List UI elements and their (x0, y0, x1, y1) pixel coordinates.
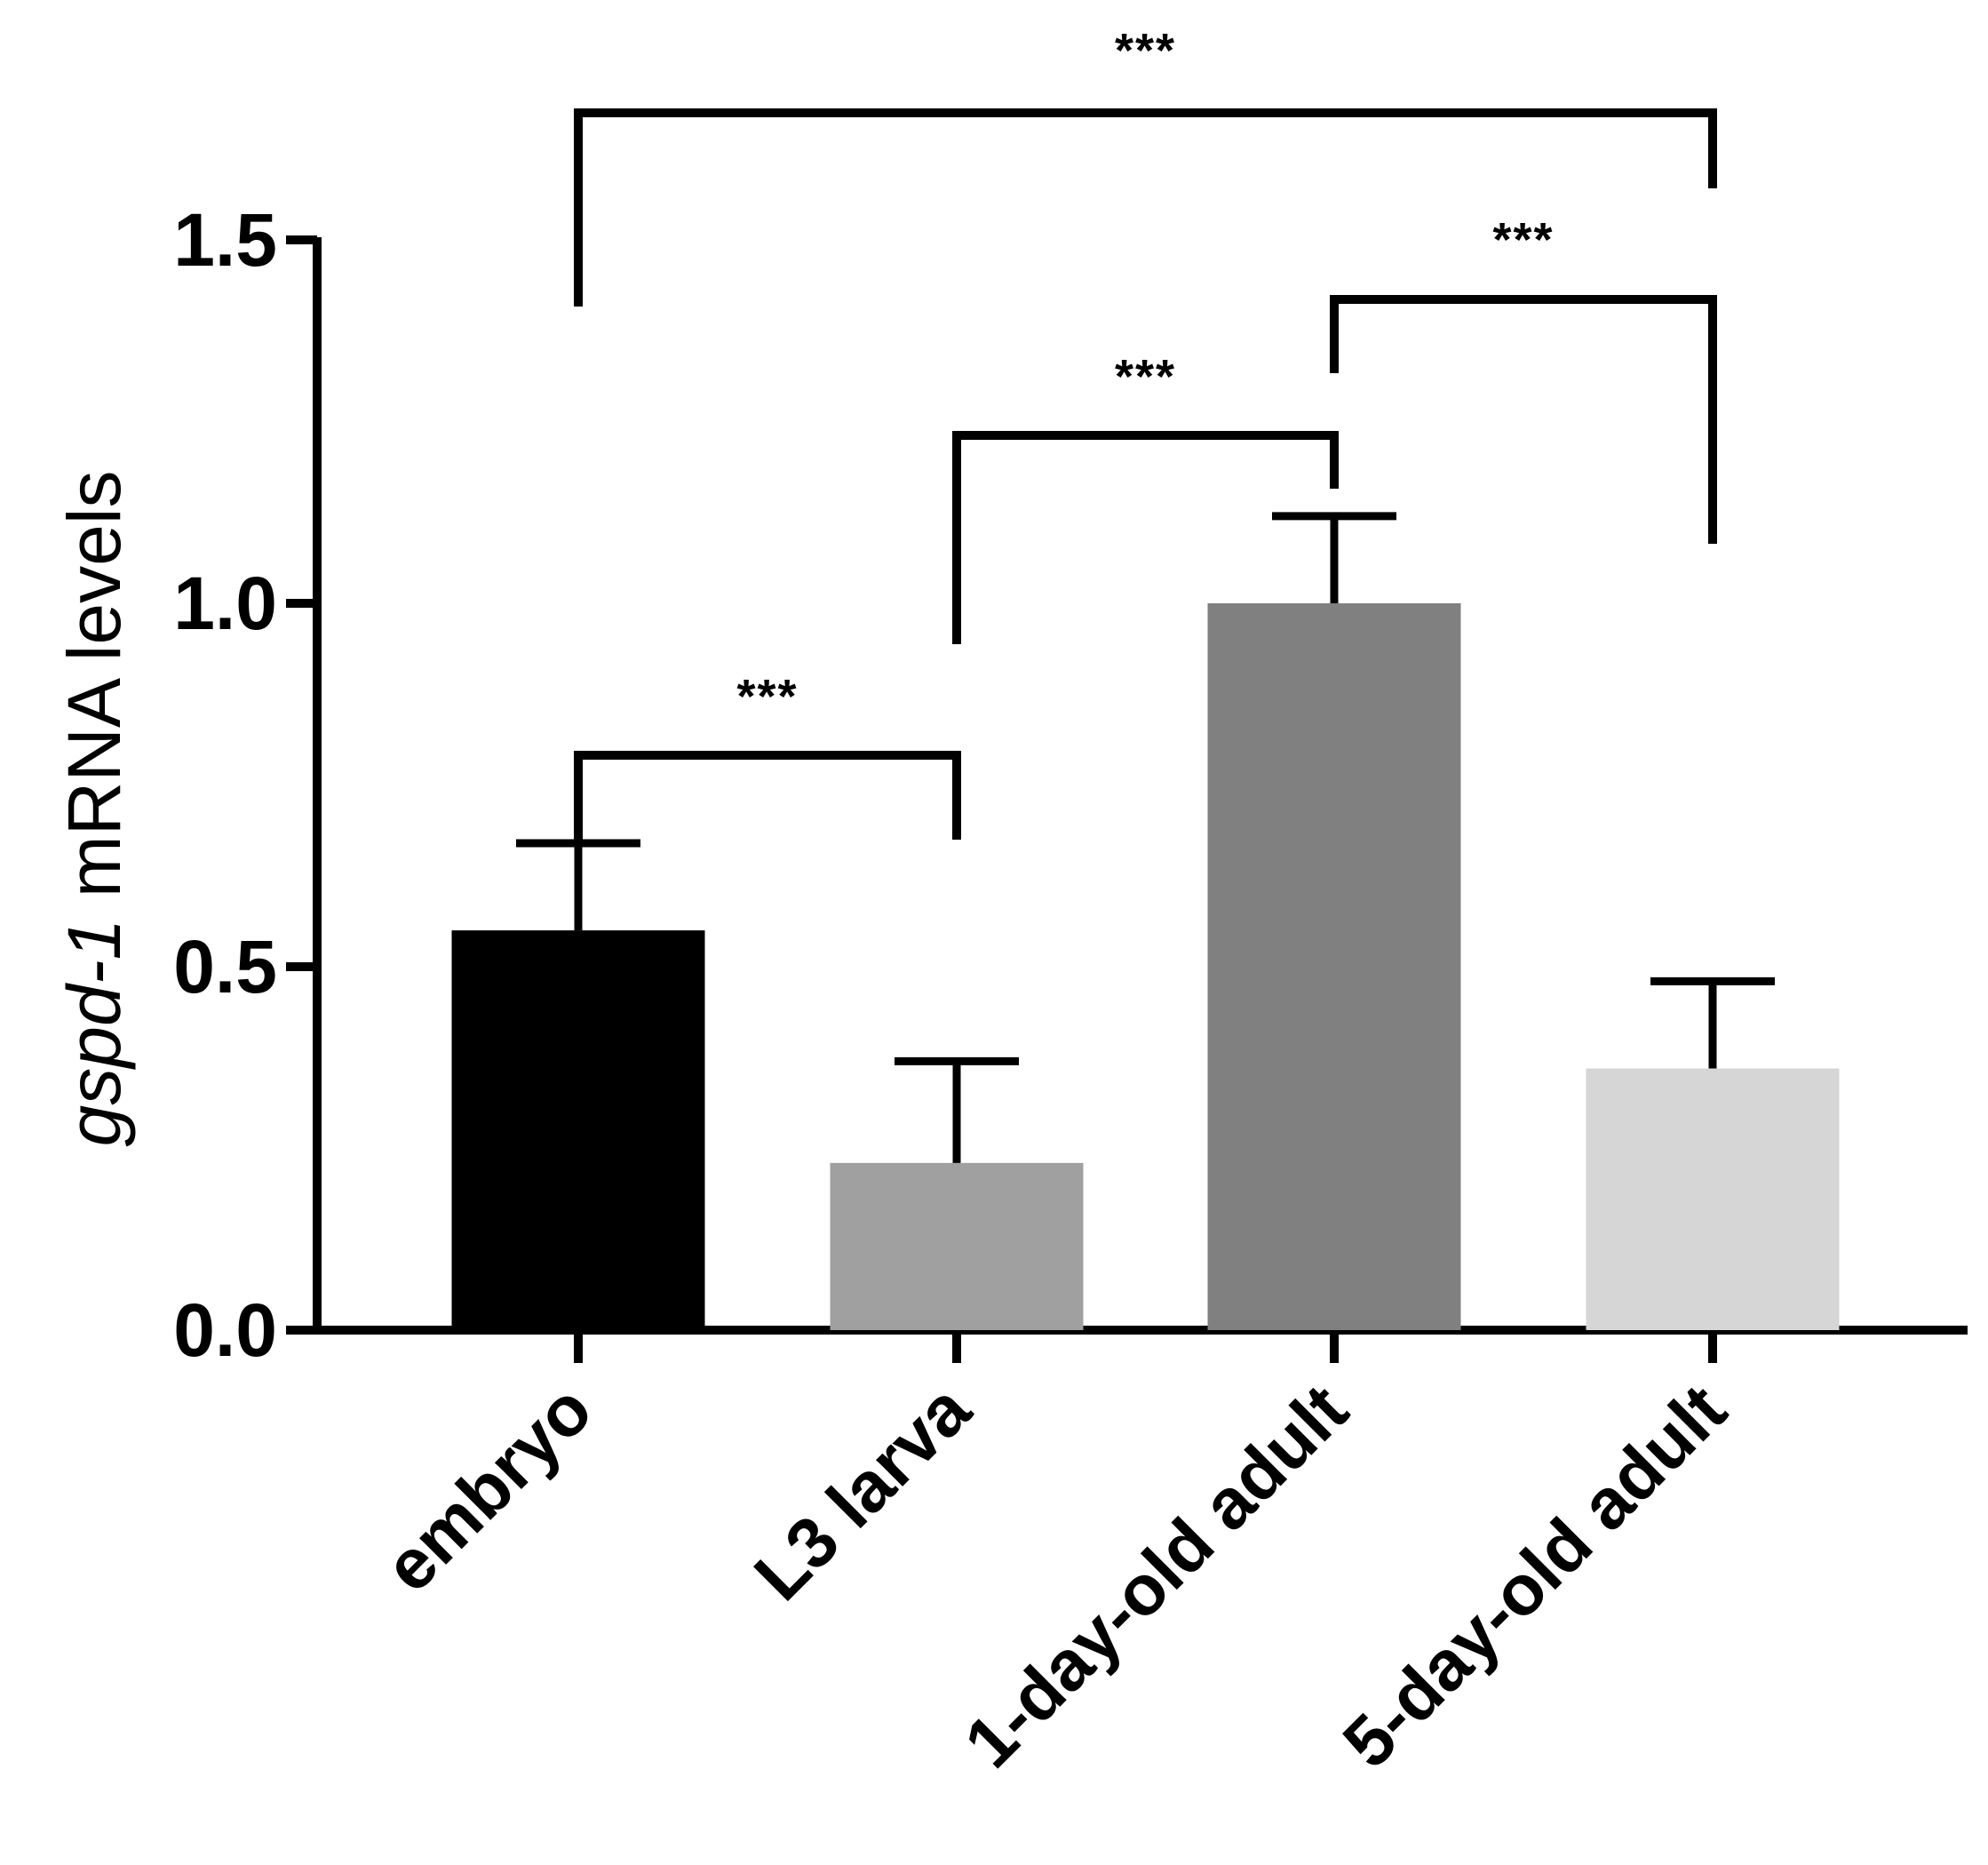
bar-0 (451, 930, 705, 1330)
y-axis-label: gspd-1 mRNA levels (52, 471, 136, 1147)
bracket-3 (574, 108, 1717, 307)
x-tick-label-0: embryo (370, 1369, 607, 1606)
error-bars (516, 512, 1775, 1163)
y-tick-label-0: 0.0 (173, 1288, 277, 1372)
bars (451, 603, 1840, 1330)
bracket-2 (1330, 295, 1717, 544)
significance-label-0: *** (736, 670, 798, 723)
bar-3 (1586, 1068, 1840, 1330)
x-tick-label-2: 1-day-old adult (950, 1369, 1363, 1782)
y-tick-label-1: 0.5 (173, 925, 277, 1008)
significance-brackets: *** *** *** *** (574, 24, 1717, 840)
x-tick-label-1: L3 larva (739, 1369, 985, 1615)
significance-label-2: *** (1492, 213, 1554, 267)
y-axis-label-gene: gspd-1 (52, 919, 136, 1147)
bar-1 (830, 1162, 1084, 1330)
y-axis-label-rest: mRNA levels (52, 471, 136, 919)
significance-label-3: *** (1115, 24, 1176, 77)
x-tick-label-3: 5-day-old adult (1328, 1369, 1741, 1782)
bracket-0 (574, 751, 961, 840)
y-tick-label-2: 1.0 (173, 562, 277, 645)
y-tick-label-3: 1.5 (173, 198, 277, 282)
significance-label-1: *** (1115, 350, 1176, 403)
bar-2 (1207, 603, 1461, 1330)
bracket-1 (952, 431, 1339, 644)
